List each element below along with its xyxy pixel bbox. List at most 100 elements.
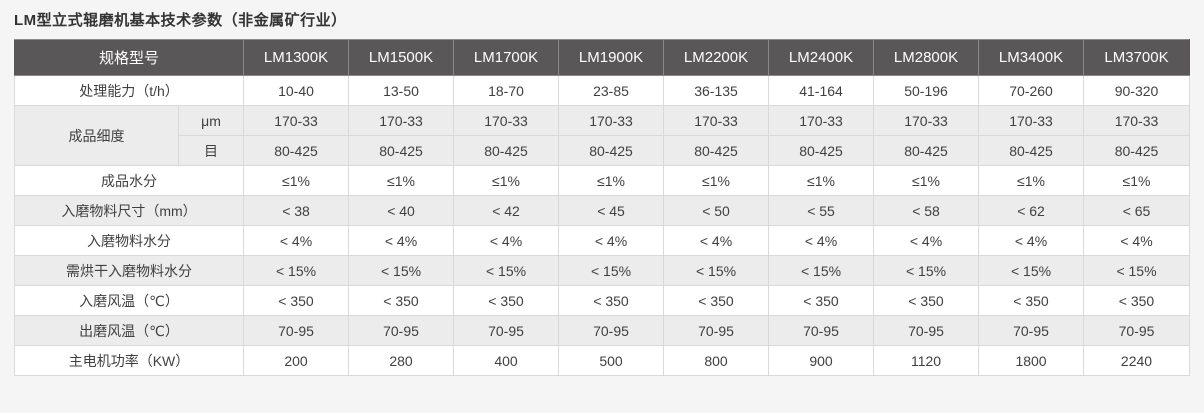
cell-value: < 4% xyxy=(453,225,560,256)
cell-value: 900 xyxy=(768,345,875,376)
cell-value: 50-196 xyxy=(873,75,980,106)
cell-value: 70-95 xyxy=(663,315,770,346)
cell-value: < 58 xyxy=(873,195,980,226)
cell-value: < 350 xyxy=(243,285,350,316)
cell-value: 41-164 xyxy=(768,75,875,106)
cell-value: < 15% xyxy=(348,255,455,286)
table-row-fineness-um: 成品细度 μm 170-33 170-33 170-33 170-33 170-… xyxy=(14,105,1190,166)
cell-value: < 4% xyxy=(663,225,770,256)
cell-value: 170-33 xyxy=(663,105,770,136)
cell-value: 280 xyxy=(348,345,455,376)
header-spec-model: 规格型号 xyxy=(13,39,245,76)
cell-value: 170-33 xyxy=(453,105,560,136)
cell-value: 170-33 xyxy=(873,105,980,136)
cell-value: < 38 xyxy=(243,195,350,226)
header-model: LM1500K xyxy=(348,39,455,76)
cell-value: < 350 xyxy=(453,285,560,316)
table-row-motor-power: 主电机功率（KW） 200 280 400 500 800 900 1120 1… xyxy=(13,345,1190,376)
cell-value: < 15% xyxy=(453,255,560,286)
cell-value: 800 xyxy=(663,345,770,376)
specs-table: 规格型号 LM1300K LM1500K LM1700K LM1900K LM2… xyxy=(13,39,1190,376)
cell-value: 13-50 xyxy=(348,75,455,106)
cell-value: < 15% xyxy=(768,255,875,286)
cell-value: ≤1% xyxy=(243,165,350,196)
row-label-feed-moisture: 入磨物料水分 xyxy=(13,225,245,256)
table-row-feed-moisture: 入磨物料水分 < 4% < 4% < 4% < 4% < 4% < 4% < 4… xyxy=(13,225,1190,256)
header-model: LM3400K xyxy=(978,39,1085,76)
header-model: LM2200K xyxy=(663,39,770,76)
cell-value: 80-425 xyxy=(663,135,770,166)
row-label-feed-size: 入磨物料尺寸（mm） xyxy=(13,195,245,226)
cell-value: < 62 xyxy=(978,195,1085,226)
cell-value: < 350 xyxy=(663,285,770,316)
cell-value: ≤1% xyxy=(873,165,980,196)
header-model: LM3700K xyxy=(1083,39,1190,76)
cell-value: < 15% xyxy=(243,255,350,286)
cell-value: < 4% xyxy=(558,225,665,256)
cell-value: < 15% xyxy=(978,255,1085,286)
cell-value: 170-33 xyxy=(768,105,875,136)
cell-value: < 4% xyxy=(1083,225,1190,256)
cell-value: 70-95 xyxy=(453,315,560,346)
cell-value: ≤1% xyxy=(348,165,455,196)
table-row-fineness-mesh: 目 80-425 80-425 80-425 80-425 80-425 80-… xyxy=(15,135,1190,166)
row-label-capacity: 处理能力（t/h） xyxy=(13,75,245,106)
cell-value: < 15% xyxy=(558,255,665,286)
cell-value: < 350 xyxy=(348,285,455,316)
cell-value: 18-70 xyxy=(453,75,560,106)
cell-value: ≤1% xyxy=(768,165,875,196)
cell-value: 200 xyxy=(243,345,350,376)
cell-value: 70-95 xyxy=(1083,315,1190,346)
cell-value: 36-135 xyxy=(663,75,770,106)
cell-value: < 350 xyxy=(558,285,665,316)
cell-value: < 15% xyxy=(873,255,980,286)
page: LM型立式辊磨机基本技术参数（非金属矿行业） 规格型号 LM1300K LM15… xyxy=(13,12,1190,376)
cell-value: < 4% xyxy=(978,225,1085,256)
cell-value: 400 xyxy=(453,345,560,376)
row-label-dry-moisture: 需烘干入磨物料水分 xyxy=(13,255,245,286)
cell-value: 80-425 xyxy=(243,135,350,166)
cell-value: 170-33 xyxy=(243,105,350,136)
cell-value: < 350 xyxy=(1083,285,1190,316)
cell-value: < 4% xyxy=(348,225,455,256)
cell-value: 70-95 xyxy=(873,315,980,346)
cell-value: < 4% xyxy=(873,225,980,256)
cell-value: 23-85 xyxy=(558,75,665,106)
cell-value: < 45 xyxy=(558,195,665,226)
cell-value: ≤1% xyxy=(1083,165,1190,196)
header-model: LM1900K xyxy=(558,39,665,76)
cell-value: < 15% xyxy=(663,255,770,286)
table-row-product-moisture: 成品水分 ≤1% ≤1% ≤1% ≤1% ≤1% ≤1% ≤1% ≤1% ≤1% xyxy=(13,165,1190,196)
row-label-product-moisture: 成品水分 xyxy=(13,165,245,196)
cell-value: < 40 xyxy=(348,195,455,226)
page-title: LM型立式辊磨机基本技术参数（非金属矿行业） xyxy=(14,12,347,29)
header-model: LM1300K xyxy=(243,39,350,76)
unit-um: μm xyxy=(177,105,245,136)
cell-value: < 15% xyxy=(1083,255,1190,286)
cell-value: ≤1% xyxy=(978,165,1085,196)
cell-value: 80-425 xyxy=(348,135,455,166)
cell-value: < 350 xyxy=(873,285,980,316)
cell-value: 70-95 xyxy=(243,315,350,346)
cell-value: 70-95 xyxy=(768,315,875,346)
header-model: LM1700K xyxy=(453,39,560,76)
cell-value: < 4% xyxy=(243,225,350,256)
cell-value: 500 xyxy=(558,345,665,376)
cell-value: 70-95 xyxy=(348,315,455,346)
cell-value: < 50 xyxy=(663,195,770,226)
cell-value: 70-95 xyxy=(558,315,665,346)
cell-value: 80-425 xyxy=(873,135,980,166)
cell-value: < 350 xyxy=(978,285,1085,316)
row-label-inlet-temp: 入磨风温（℃） xyxy=(13,285,245,316)
cell-value: < 55 xyxy=(768,195,875,226)
cell-value: 70-95 xyxy=(978,315,1085,346)
row-label-fineness: 成品细度 xyxy=(14,105,179,166)
table-row-feed-size: 入磨物料尺寸（mm） < 38 < 40 < 42 < 45 < 50 < 55… xyxy=(13,195,1190,226)
cell-value: 170-33 xyxy=(348,105,455,136)
table-header-row: 规格型号 LM1300K LM1500K LM1700K LM1900K LM2… xyxy=(13,39,1190,76)
cell-value: 10-40 xyxy=(243,75,350,106)
cell-value: ≤1% xyxy=(453,165,560,196)
unit-mesh: 目 xyxy=(177,135,245,166)
cell-value: < 42 xyxy=(453,195,560,226)
cell-value: 90-320 xyxy=(1083,75,1190,106)
